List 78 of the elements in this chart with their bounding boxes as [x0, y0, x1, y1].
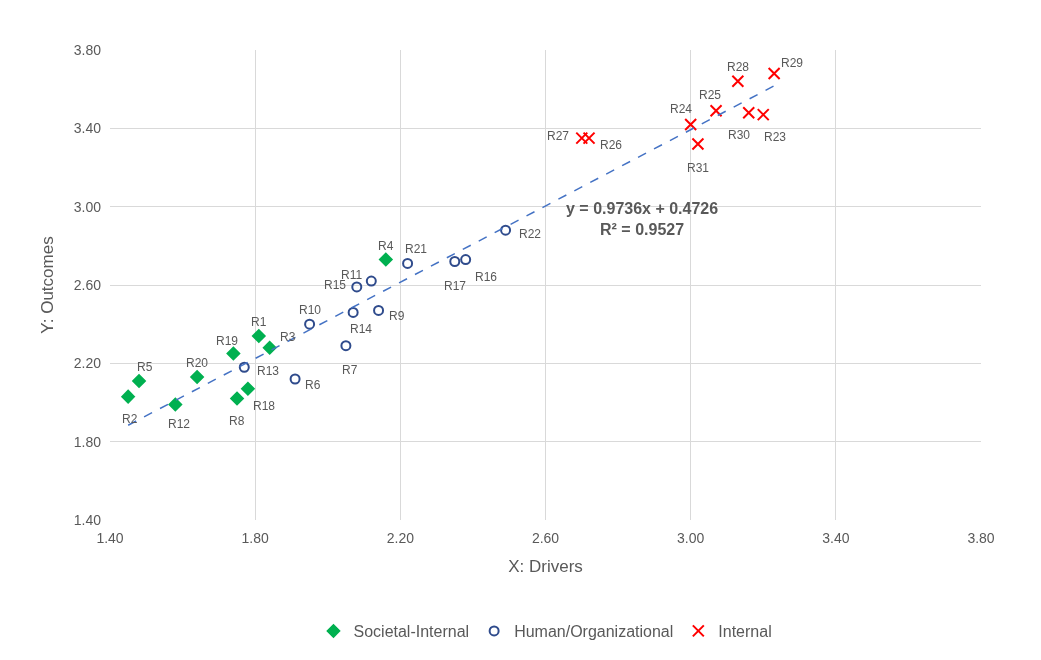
annotation: R3: [280, 330, 296, 344]
point: [402, 257, 414, 269]
point: [378, 252, 393, 267]
annotation: R27: [547, 129, 570, 143]
y-tick-label: 1.80: [73, 433, 102, 450]
point: [500, 224, 512, 236]
annotation: R16: [475, 270, 498, 284]
annotation: R25: [699, 88, 722, 102]
y-tick-label: 2.60: [73, 276, 102, 293]
point: [168, 397, 183, 412]
point: [449, 256, 461, 267]
point: [230, 391, 244, 406]
annotation: R4: [378, 239, 394, 253]
x-tick-label: 3.40: [822, 530, 850, 546]
point: [365, 275, 377, 287]
annotation: R29: [781, 56, 804, 70]
annotation: R9: [389, 309, 405, 323]
x-tick-label: 3.80: [967, 530, 995, 546]
point: [251, 329, 266, 343]
legend-label: Societal-Internal: [353, 623, 470, 641]
annotation: R20: [186, 356, 209, 370]
annotation: R23: [764, 130, 787, 144]
point: [340, 340, 352, 352]
annotation: R12: [168, 417, 191, 431]
point: [756, 108, 770, 122]
y-axis-title: Y: Outcomes: [38, 236, 58, 334]
annotation: R17: [444, 279, 467, 293]
y-tick-label: 2.20: [73, 355, 102, 372]
annotation: R22: [519, 227, 542, 241]
point: [709, 104, 723, 118]
x-tick-label: 1.80: [241, 530, 270, 546]
annotation: R8: [229, 414, 245, 428]
point: [731, 74, 745, 88]
point: [241, 381, 255, 396]
annotation: R5: [137, 360, 153, 374]
point: [373, 304, 385, 316]
annotation: R21: [405, 242, 428, 256]
y-tick-label: 3.80: [73, 41, 102, 58]
point: [691, 137, 705, 151]
annotation: R10: [299, 303, 322, 317]
y-tick-label: 3.00: [73, 198, 102, 215]
annotation: R30: [728, 128, 751, 142]
annotation: R26: [600, 138, 623, 152]
annotation: R28: [727, 60, 750, 74]
x-tick-label: 2.20: [386, 530, 415, 546]
point: [460, 254, 472, 266]
annotation: R18: [253, 399, 276, 413]
legend-label: Human/Organizational: [514, 623, 674, 641]
annotation: R31: [687, 161, 710, 175]
point: [304, 318, 316, 330]
annotation: R1: [251, 315, 267, 329]
point: [121, 389, 135, 404]
y-tick-label: 3.40: [73, 120, 102, 137]
annotation: R14: [350, 322, 373, 336]
point: [262, 340, 277, 355]
point: [132, 374, 146, 388]
legend-label: Internal: [718, 623, 772, 641]
point: [238, 361, 250, 373]
annotation: R13: [257, 364, 280, 378]
x-tick-label: 3.00: [677, 530, 705, 546]
annotation: R7: [342, 363, 358, 377]
annotation: R2: [122, 412, 138, 426]
point: [742, 106, 756, 120]
point: [226, 346, 241, 361]
point: [767, 67, 781, 80]
point: [289, 373, 301, 385]
x-tick-label: 2.60: [531, 530, 560, 546]
annotation: R6: [305, 378, 321, 392]
point: [190, 370, 204, 384]
point: [347, 306, 359, 318]
point: [351, 281, 363, 293]
annotation: y = 0.9736x + 0.4726 R² = 0.9527: [566, 200, 719, 238]
x-tick-label: 1.40: [96, 530, 124, 546]
annotation: R24: [670, 102, 693, 116]
x-axis-title: X: Drivers: [508, 557, 583, 577]
annotation: R19: [216, 334, 239, 348]
y-tick-label: 1.40: [73, 511, 102, 528]
point: [684, 117, 698, 131]
